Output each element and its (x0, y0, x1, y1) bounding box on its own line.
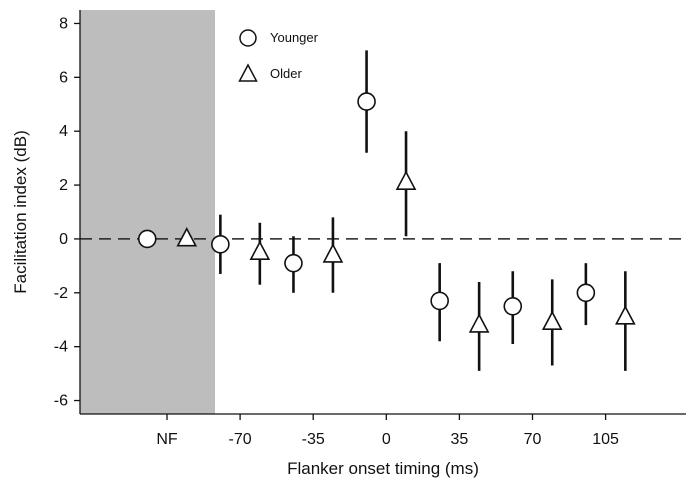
data-point-older (468, 313, 490, 333)
y-tick-label: 4 (59, 123, 68, 140)
data-point-younger (576, 283, 596, 303)
data-point-older (615, 305, 636, 325)
x-tick-label: 105 (592, 431, 619, 448)
x-axis-title: Flanker onset timing (ms) (287, 459, 479, 478)
y-axis-title: Facilitation index (dB) (11, 130, 30, 293)
legend-label-older: Older (270, 66, 302, 81)
y-tick-label: 8 (59, 15, 68, 32)
legend: Younger Older (238, 29, 319, 82)
data-point-younger (503, 296, 523, 316)
nf-shaded-region (80, 10, 215, 414)
data-point-younger (357, 92, 376, 111)
data-point-older (541, 310, 563, 331)
data-point-older (322, 243, 344, 263)
legend-marker-older (238, 63, 258, 82)
x-tick-label: -35 (302, 431, 325, 448)
y-tick-label: -6 (54, 393, 68, 410)
legend-marker-younger (239, 29, 257, 47)
data-point-younger (137, 229, 157, 249)
x-tick-label: 0 (382, 431, 391, 448)
y-tick-label: 2 (59, 177, 68, 194)
data-point-older (249, 240, 271, 261)
x-tick-label: 70 (524, 431, 542, 448)
data-point-older (176, 227, 198, 247)
data-point-younger (284, 253, 303, 273)
data-point-older (395, 170, 417, 190)
y-tick-label: -2 (54, 285, 68, 302)
x-tick-label: NF (156, 431, 178, 448)
data-point-younger (211, 235, 230, 254)
x-tick-label: 35 (451, 431, 469, 448)
x-tick-label: -70 (229, 431, 252, 448)
y-tick-label: 6 (59, 69, 68, 86)
legend-label-younger: Younger (270, 30, 319, 45)
y-tick-label: 0 (59, 231, 68, 248)
data-point-younger (430, 291, 449, 311)
y-tick-label: -4 (54, 339, 68, 356)
